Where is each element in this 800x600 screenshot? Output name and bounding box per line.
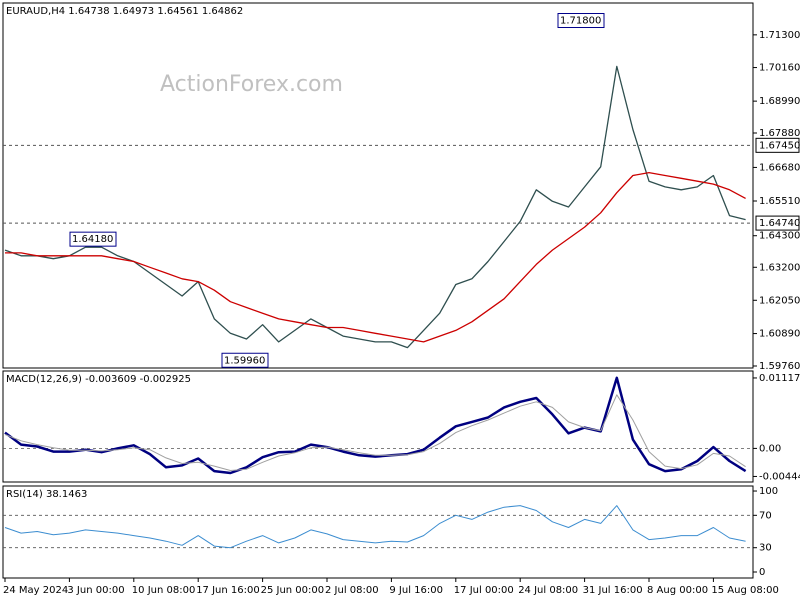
y-tick-label: 1.64300 bbox=[759, 231, 800, 242]
panel-title: MACD(12,26,9) -0.003609 -0.002925 bbox=[6, 374, 191, 385]
y-tick-label: 1.70160 bbox=[759, 63, 800, 74]
x-tick-label: 3 Jun 00:00 bbox=[67, 585, 124, 596]
y-tick-label: 1.60890 bbox=[759, 329, 800, 340]
panel-frame bbox=[2, 370, 754, 483]
panel-title: EURAUD,H4 1.64738 1.64973 1.64561 1.6486… bbox=[6, 6, 243, 17]
annotation-box bbox=[69, 231, 117, 247]
y-tick-label: 1.62050 bbox=[759, 295, 800, 306]
y-tick-label: 70 bbox=[759, 510, 772, 521]
level-label-box bbox=[755, 137, 800, 153]
y-tick-label: 30 bbox=[759, 543, 772, 554]
level-label: 1.64740 bbox=[759, 218, 800, 229]
series-line bbox=[4, 376, 747, 475]
y-tick-label: 0 bbox=[759, 567, 765, 578]
x-tick-label: 25 Jun 00:00 bbox=[261, 585, 325, 596]
panel-frame bbox=[2, 485, 754, 579]
x-tick-label: 17 Jun 16:00 bbox=[196, 585, 260, 596]
y-tick-label: 1.63200 bbox=[759, 262, 800, 273]
y-tick-label: 1.68990 bbox=[759, 96, 800, 107]
x-tick-label: 8 Aug 00:00 bbox=[647, 585, 708, 596]
y-tick-label: 1.59760 bbox=[759, 361, 800, 372]
annotation-label: 1.59960 bbox=[224, 355, 265, 366]
x-tick-label: 17 Jul 00:00 bbox=[454, 585, 514, 596]
level-label-box bbox=[755, 215, 800, 231]
x-tick-label: 15 Aug 08:00 bbox=[711, 585, 778, 596]
annotation-label: 1.64180 bbox=[72, 234, 113, 245]
series-line bbox=[5, 171, 746, 343]
y-tick-label: 0.00 bbox=[759, 443, 781, 454]
x-tick-label: 31 Jul 16:00 bbox=[583, 585, 643, 596]
y-tick-label: -0.004449 bbox=[759, 471, 800, 482]
annotation-label: 1.71800 bbox=[560, 16, 601, 27]
annotation-box bbox=[557, 13, 605, 29]
y-tick-label: 1.71300 bbox=[759, 30, 800, 41]
x-tick-label: 9 Jul 16:00 bbox=[389, 585, 443, 596]
y-tick-label: 100 bbox=[759, 486, 778, 497]
y-tick-label: 0.011176 bbox=[759, 373, 800, 384]
panel-title: RSI(14) 38.1463 bbox=[6, 489, 87, 500]
x-tick-label: 2 Jul 08:00 bbox=[325, 585, 379, 596]
y-tick-label: 1.66680 bbox=[759, 162, 800, 173]
series-line bbox=[4, 65, 746, 349]
watermark: ActionForex.com bbox=[160, 72, 343, 97]
x-tick-label: 24 May 2024 bbox=[3, 585, 68, 596]
y-tick-label: 1.67880 bbox=[759, 128, 800, 139]
y-tick-label: 1.65510 bbox=[759, 196, 800, 207]
panel-frame bbox=[2, 2, 754, 369]
x-tick-label: 10 Jun 08:00 bbox=[132, 585, 196, 596]
series-line bbox=[4, 505, 746, 549]
x-tick-label: 24 Jul 08:00 bbox=[518, 585, 578, 596]
level-label: 1.67450 bbox=[759, 140, 800, 151]
annotation-box bbox=[221, 352, 269, 368]
series-line bbox=[4, 394, 746, 471]
